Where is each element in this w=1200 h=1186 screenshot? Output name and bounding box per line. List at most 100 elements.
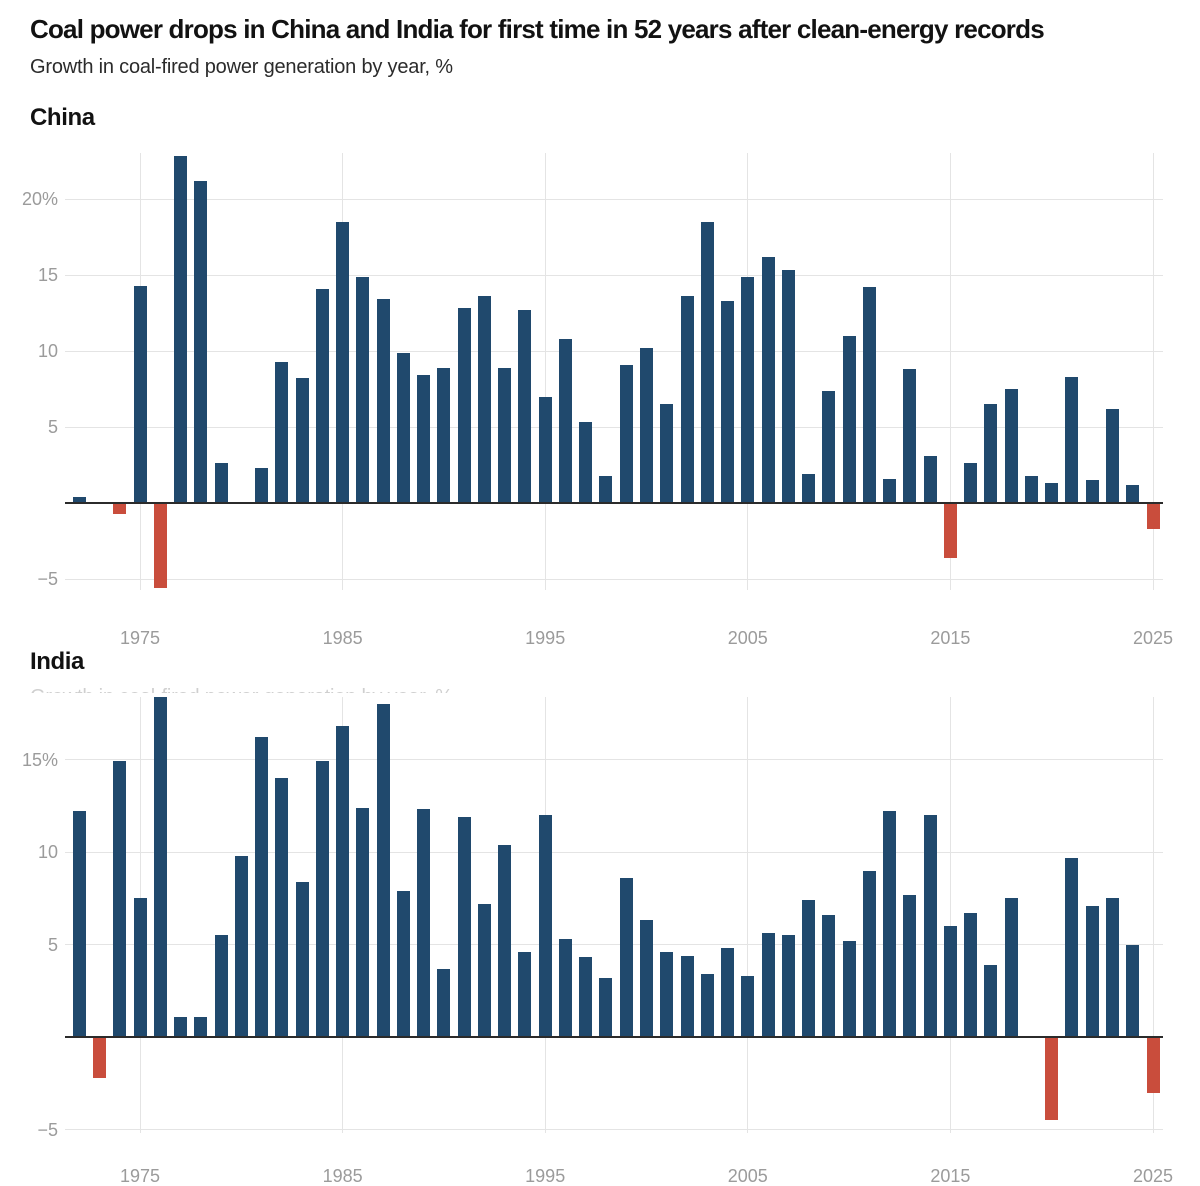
bar-india-2016 bbox=[964, 913, 978, 1037]
y-axis-tick-label: −5 bbox=[37, 1119, 58, 1140]
y-axis-tick-label: 15% bbox=[21, 749, 58, 770]
bar-china-2005 bbox=[741, 276, 755, 503]
bar-india-1987 bbox=[376, 704, 390, 1037]
bar-china-2004 bbox=[721, 300, 735, 503]
y-axis-tick-label: 5 bbox=[47, 417, 58, 437]
bar-china-2018 bbox=[1004, 389, 1018, 503]
bar-china-1983 bbox=[295, 378, 309, 503]
bar-china-2009 bbox=[822, 390, 836, 503]
bar-china-1999 bbox=[619, 364, 633, 503]
bar-china-1993 bbox=[498, 367, 512, 503]
bar-india-2006 bbox=[761, 933, 775, 1037]
bar-china-2006 bbox=[761, 256, 775, 503]
gridline-horizontal bbox=[65, 1129, 1163, 1130]
bar-india-1998 bbox=[599, 977, 613, 1037]
y-axis-tick-label: 10 bbox=[37, 842, 58, 862]
bar-china-1995 bbox=[538, 396, 552, 503]
y-axis-tick-label: 20% bbox=[21, 189, 58, 209]
bar-india-2004 bbox=[721, 948, 735, 1037]
bar-china-1997 bbox=[579, 422, 593, 503]
gridline-vertical bbox=[342, 153, 344, 590]
gridline-vertical bbox=[949, 153, 951, 590]
bar-china-1991 bbox=[457, 308, 471, 503]
bar-china-1986 bbox=[356, 276, 370, 503]
gridline-horizontal bbox=[65, 426, 1163, 428]
bar-china-2020 bbox=[1045, 483, 1059, 503]
bar-india-2021 bbox=[1065, 857, 1079, 1037]
gridline-vertical bbox=[747, 697, 749, 1133]
bar-china-1981 bbox=[255, 468, 269, 503]
bar-india-2025 bbox=[1146, 1037, 1160, 1093]
bar-india-2003 bbox=[700, 974, 714, 1037]
bar-china-2024 bbox=[1126, 484, 1140, 503]
gridline-vertical bbox=[139, 697, 141, 1133]
bar-india-2013 bbox=[903, 894, 917, 1037]
bar-china-2014 bbox=[923, 455, 937, 503]
bar-china-2003 bbox=[700, 221, 714, 503]
bar-china-1975 bbox=[133, 285, 147, 503]
gridline-vertical bbox=[949, 697, 951, 1133]
y-axis-tick-label: −5 bbox=[37, 569, 58, 589]
x-axis-tick-label: 2015 bbox=[930, 1166, 971, 1186]
clipped-subtitle-artifact: Growth in coal-fired power generation by… bbox=[30, 686, 453, 693]
bar-india-1993 bbox=[498, 844, 512, 1037]
bar-india-1980 bbox=[234, 855, 248, 1037]
bar-china-2008 bbox=[802, 474, 816, 503]
bar-china-2002 bbox=[680, 296, 694, 503]
bar-india-2009 bbox=[822, 914, 836, 1037]
bar-china-2025 bbox=[1146, 503, 1160, 529]
bar-china-2023 bbox=[1105, 408, 1119, 503]
bar-india-2024 bbox=[1126, 944, 1140, 1037]
bar-india-1982 bbox=[275, 778, 289, 1037]
bar-china-1984 bbox=[315, 288, 329, 503]
bar-china-2021 bbox=[1065, 376, 1079, 503]
bar-china-1982 bbox=[275, 361, 289, 503]
bar-india-1997 bbox=[579, 957, 593, 1037]
bar-india-1984 bbox=[315, 761, 329, 1037]
x-axis-tick-label: 2005 bbox=[727, 1166, 768, 1186]
x-axis-tick-label: 2025 bbox=[1132, 628, 1174, 648]
bar-india-1972 bbox=[72, 811, 86, 1037]
bar-china-1972 bbox=[72, 496, 86, 503]
x-axis-tick-label: 1995 bbox=[525, 628, 566, 648]
bar-china-2012 bbox=[883, 478, 897, 503]
gridline-horizontal bbox=[65, 350, 1163, 352]
gridline-horizontal bbox=[65, 274, 1163, 276]
x-axis-tick-label: 1985 bbox=[322, 1166, 363, 1186]
gridline-vertical bbox=[342, 697, 344, 1133]
bar-china-1978 bbox=[194, 180, 208, 503]
bar-china-1985 bbox=[336, 221, 350, 503]
bar-china-1987 bbox=[376, 299, 390, 503]
bar-china-2019 bbox=[1024, 475, 1038, 503]
bar-india-1989 bbox=[417, 809, 431, 1037]
gridline-vertical bbox=[1152, 697, 1154, 1133]
bar-china-2017 bbox=[984, 404, 998, 503]
bar-india-1988 bbox=[396, 890, 410, 1037]
bar-india-2020 bbox=[1045, 1037, 1059, 1121]
x-axis-tick-label: 1975 bbox=[119, 1166, 161, 1186]
bar-india-1999 bbox=[619, 877, 633, 1037]
bar-india-2001 bbox=[660, 951, 674, 1037]
bar-india-2017 bbox=[984, 964, 998, 1037]
bar-india-1978 bbox=[194, 1016, 208, 1037]
bar-india-2018 bbox=[1004, 898, 1018, 1037]
bar-china-2015 bbox=[943, 503, 957, 558]
bar-india-1983 bbox=[295, 881, 309, 1037]
bar-india-1981 bbox=[255, 737, 269, 1037]
x-axis-tick-label: 1995 bbox=[525, 1166, 566, 1186]
bar-india-1990 bbox=[437, 968, 451, 1037]
bar-china-1998 bbox=[599, 475, 613, 503]
gridline-horizontal bbox=[65, 198, 1163, 200]
bar-china-1989 bbox=[417, 375, 431, 503]
bar-india-1973 bbox=[92, 1037, 106, 1078]
bar-china-1974 bbox=[113, 503, 127, 514]
gridline-vertical bbox=[747, 153, 749, 590]
bar-china-1990 bbox=[437, 367, 451, 503]
bar-india-2022 bbox=[1085, 905, 1099, 1037]
x-axis-tick-label: 1985 bbox=[322, 628, 363, 648]
section-label-china: China bbox=[30, 104, 95, 131]
x-axis-tick-label: 1975 bbox=[119, 628, 161, 648]
y-axis-tick-label: 10 bbox=[37, 341, 58, 361]
